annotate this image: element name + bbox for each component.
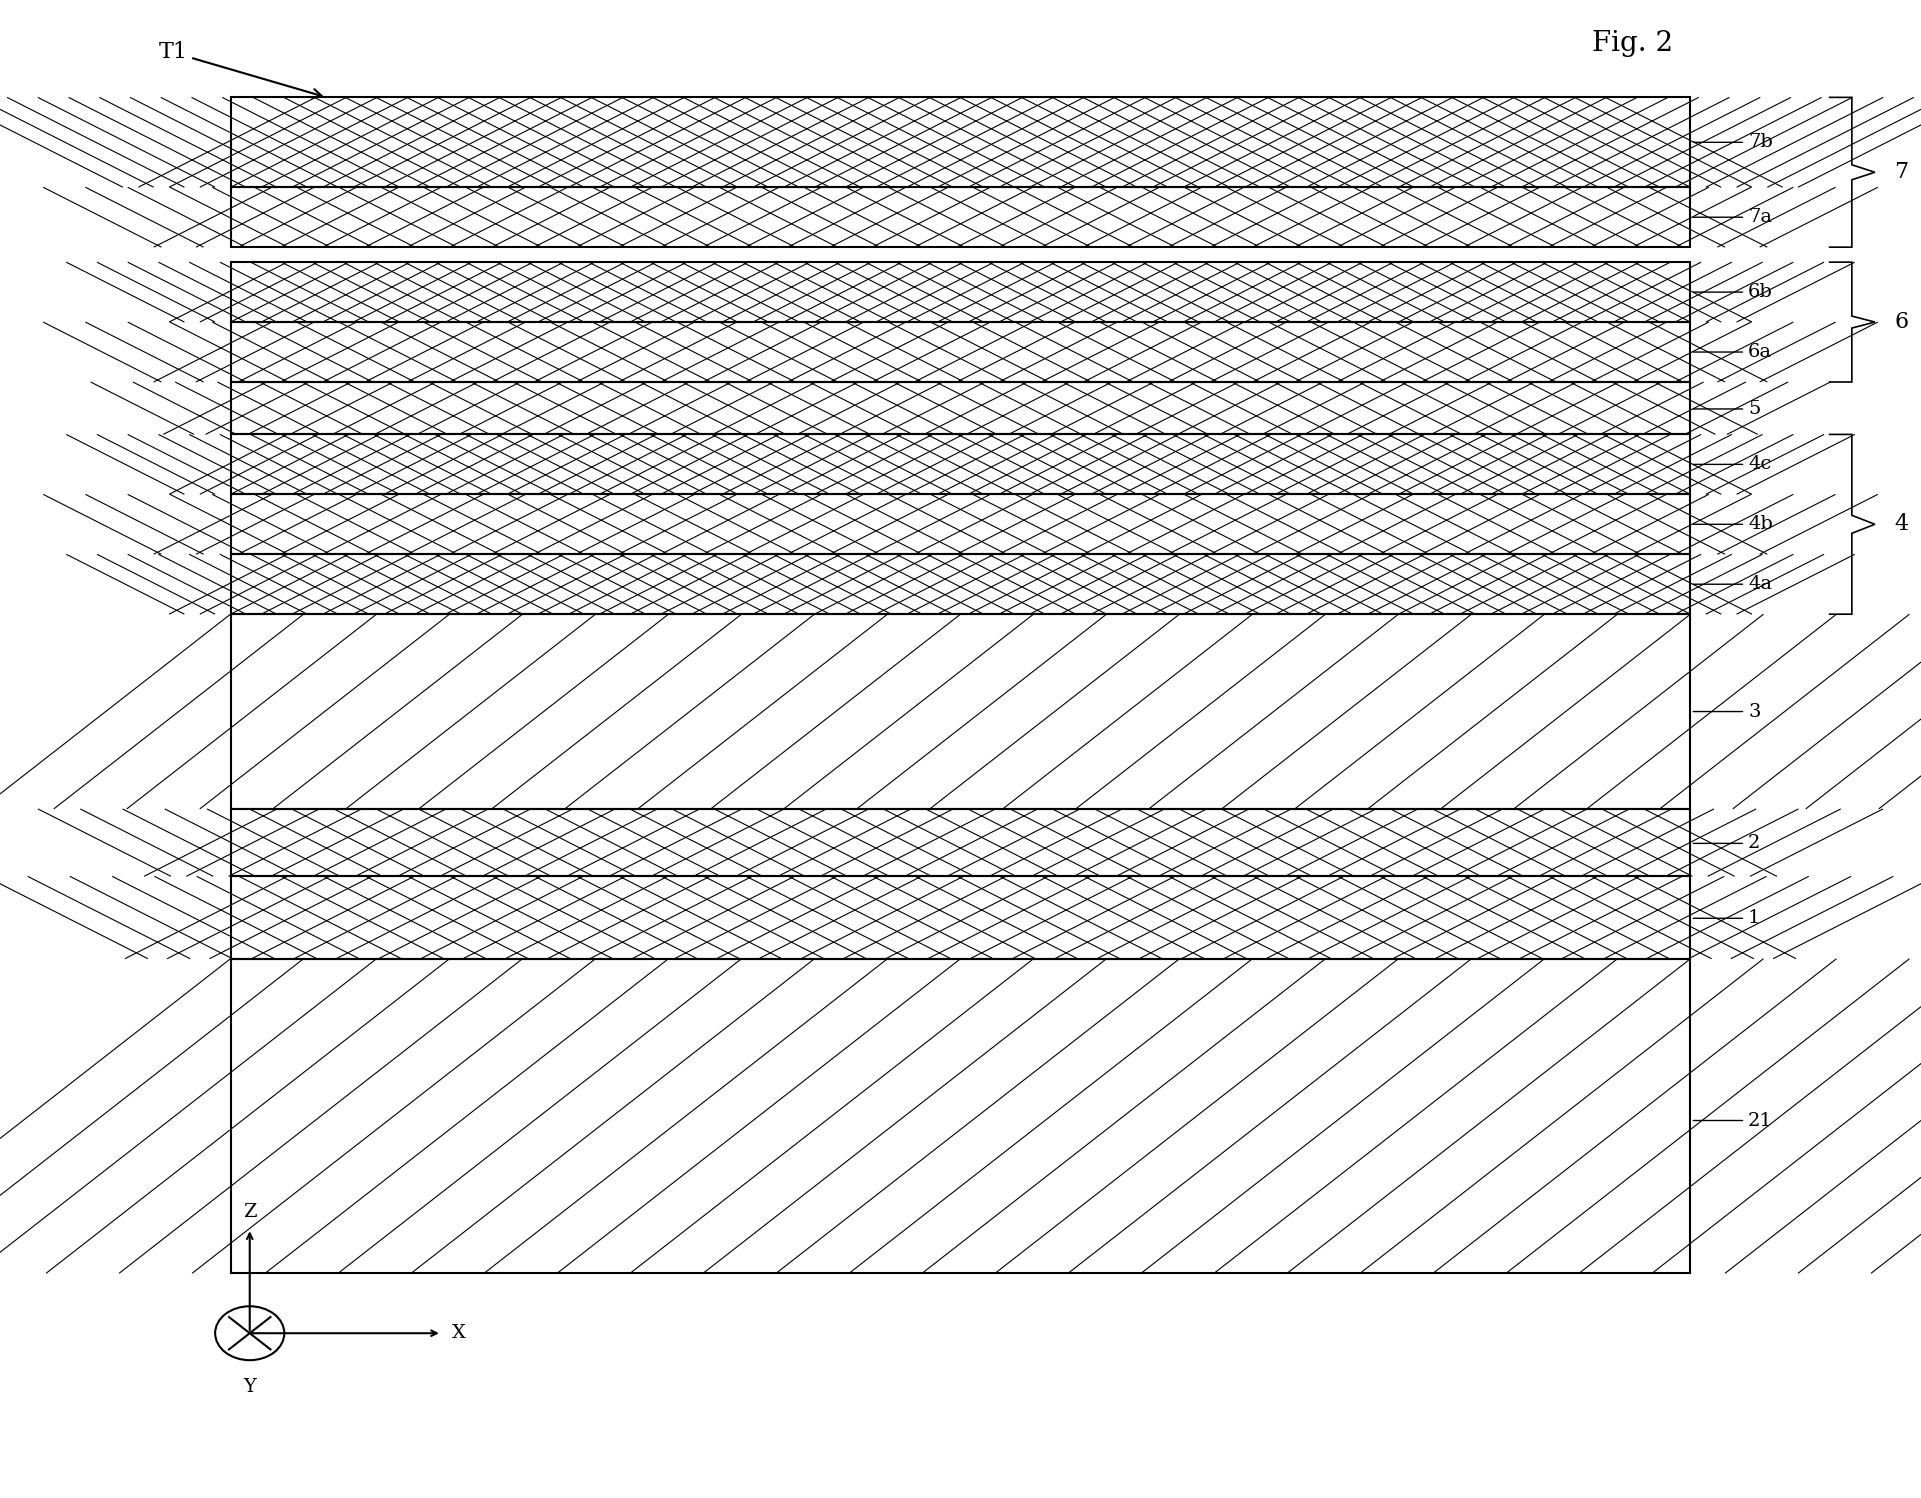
Bar (231, 959, 1690, 1273)
Bar (231, 494, 1690, 554)
Bar (231, 809, 1690, 876)
Bar (231, 434, 1690, 494)
Bar (231, 262, 1690, 322)
Bar (231, 614, 1690, 809)
Text: 6: 6 (1894, 312, 1908, 333)
Text: X: X (451, 1324, 465, 1342)
Text: 21: 21 (1692, 1112, 1773, 1129)
Text: 2: 2 (1692, 834, 1760, 852)
Bar (231, 187, 1690, 247)
Bar (231, 959, 1690, 1273)
Bar (231, 554, 1690, 614)
Text: 4a: 4a (1692, 575, 1771, 593)
Bar (231, 322, 1690, 382)
Bar (231, 382, 1690, 434)
Bar (231, 494, 1690, 554)
Bar (231, 382, 1690, 434)
Text: 1: 1 (1692, 909, 1760, 927)
Text: 7: 7 (1894, 162, 1908, 183)
Text: Z: Z (242, 1203, 257, 1221)
Bar (231, 322, 1690, 382)
Text: 4: 4 (1894, 514, 1908, 535)
Bar (231, 809, 1690, 876)
Text: Fig. 2: Fig. 2 (1593, 30, 1673, 57)
Bar (231, 554, 1690, 614)
Bar (231, 494, 1690, 554)
Bar (231, 876, 1690, 959)
Bar (231, 614, 1690, 809)
Text: 4c: 4c (1692, 455, 1771, 473)
Bar (231, 262, 1690, 322)
Bar (231, 614, 1690, 809)
Text: 3: 3 (1692, 703, 1762, 721)
Text: 4b: 4b (1692, 515, 1773, 533)
Bar (231, 97, 1690, 187)
Bar (231, 809, 1690, 876)
Text: 7a: 7a (1692, 208, 1771, 226)
Bar (231, 876, 1690, 959)
Bar (231, 876, 1690, 959)
Text: Y: Y (244, 1378, 255, 1396)
Bar (231, 959, 1690, 1273)
Bar (231, 97, 1690, 187)
Bar (231, 434, 1690, 494)
Bar (231, 382, 1690, 434)
Text: 7b: 7b (1692, 133, 1773, 151)
Bar (231, 187, 1690, 247)
Bar (231, 187, 1690, 247)
Text: 5: 5 (1692, 400, 1760, 418)
Bar (231, 554, 1690, 614)
Text: T1: T1 (158, 42, 321, 97)
Text: 6b: 6b (1692, 283, 1773, 301)
Bar (231, 97, 1690, 187)
Bar (231, 322, 1690, 382)
Bar (231, 262, 1690, 322)
Text: 6a: 6a (1692, 343, 1771, 361)
Bar (231, 434, 1690, 494)
